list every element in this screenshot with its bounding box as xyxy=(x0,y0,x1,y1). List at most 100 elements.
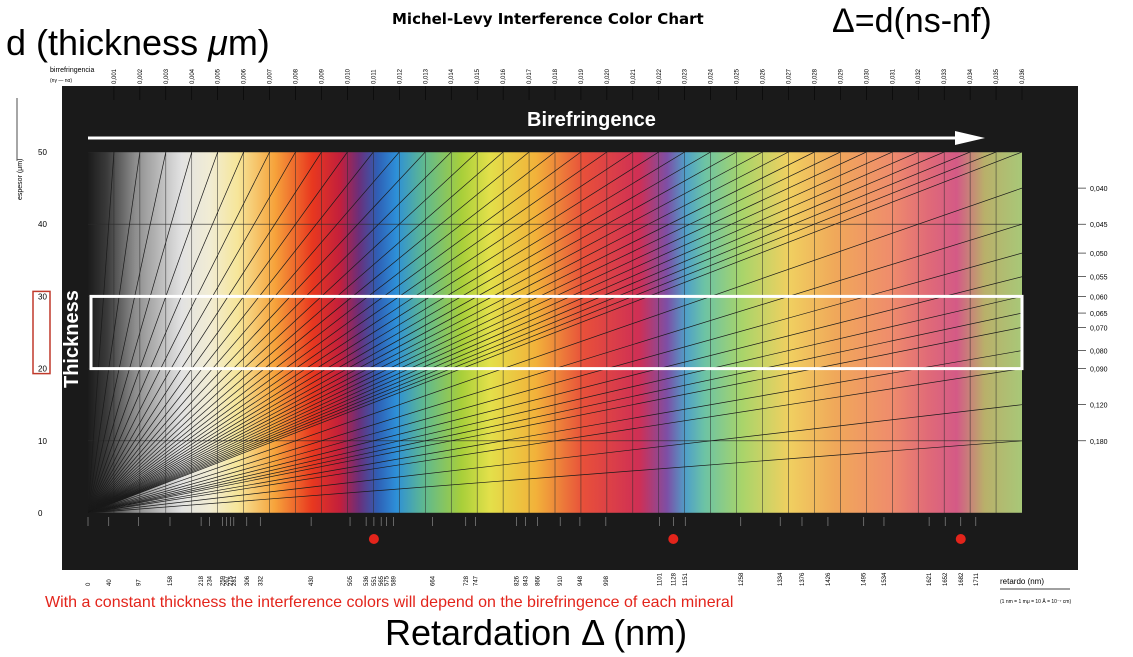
top-birefringence-label: 0,034 xyxy=(968,68,974,84)
retardation-tick-label: 1334 xyxy=(778,572,784,586)
top-birefringence-label: 0,017 xyxy=(527,68,533,84)
birefringence-line xyxy=(88,440,1022,513)
birefringence-line xyxy=(88,312,1022,513)
birefringence-line xyxy=(88,152,685,513)
top-birefringence-label: 0,025 xyxy=(735,68,741,84)
top-birefringence-label: 0,029 xyxy=(838,68,844,84)
birefringence-line xyxy=(88,152,867,513)
thickness-band-label: Thickness xyxy=(61,290,83,388)
birefringence-line xyxy=(88,326,1022,513)
top-birefringence-label: 0,033 xyxy=(942,68,948,84)
birefringence-line xyxy=(88,152,115,513)
birefringence-line xyxy=(88,152,582,513)
top-birefringence-label: 0,021 xyxy=(631,68,637,84)
retardation-tick-label: 1621 xyxy=(927,572,933,586)
birefringence-line xyxy=(88,152,737,513)
thickness-band xyxy=(89,294,1024,371)
right-birefringence-label: 0,180 xyxy=(1090,439,1108,446)
right-birefringence-label: 0,065 xyxy=(1090,311,1108,318)
right-birefringence-label: 0,070 xyxy=(1090,325,1108,332)
order-marker xyxy=(368,534,379,544)
retardation-tick-label: 575 xyxy=(384,575,390,586)
retardation-tick-label: 1652 xyxy=(943,572,949,586)
top-birefringence-label: 0,022 xyxy=(657,68,663,84)
order-marker xyxy=(955,534,966,544)
retardation-tick-label: 589 xyxy=(392,575,398,586)
y-tick-label: 40 xyxy=(38,220,47,229)
birefringence-line xyxy=(88,152,167,513)
birefringence-line xyxy=(88,152,919,513)
birefringence-line xyxy=(88,152,504,513)
retardation-tick-label: 306 xyxy=(245,575,251,586)
retardation-tick-label: 1376 xyxy=(800,572,806,586)
retardation-tick-label: 998 xyxy=(604,575,610,586)
top-birefringence-label: 0,027 xyxy=(787,68,793,84)
retardation-tick-label: 158 xyxy=(168,575,174,586)
top-birefringence-label: 0,001 xyxy=(112,68,118,84)
birefringence-line xyxy=(88,152,659,513)
birefringence-line xyxy=(88,152,815,513)
birefringence-line xyxy=(88,152,841,513)
retardation-tick-label: 332 xyxy=(258,575,264,586)
top-birefringence-label: 0,012 xyxy=(397,68,403,84)
right-birefringence-label: 0,060 xyxy=(1090,294,1108,301)
top-birefringence-label: 0,002 xyxy=(138,68,144,84)
retardation-tick-label: 97 xyxy=(136,579,142,586)
top-birefringence-label: 0,004 xyxy=(190,68,196,84)
retardation-tick-label: 565 xyxy=(379,575,385,586)
top-birefringence-label: 0,010 xyxy=(345,68,351,84)
top-birefringence-label: 0,016 xyxy=(501,68,507,84)
retardation-tick-label: 281 xyxy=(232,575,238,586)
birefringence-line xyxy=(88,152,244,513)
retardation-formula: Δ=d(ns-nf) xyxy=(832,2,992,40)
birefringence-arrow-head xyxy=(955,131,985,145)
top-birefringence-label: 0,026 xyxy=(761,68,767,84)
birefringence-line xyxy=(88,152,971,513)
birefringence-line xyxy=(88,152,608,513)
top-birefringence-label: 0,024 xyxy=(709,68,715,84)
retardation-tick-label: 728 xyxy=(464,575,470,586)
birefringence-line xyxy=(88,152,1022,513)
top-birefringence-label: 0,011 xyxy=(371,69,377,84)
retardation-tick-label: 40 xyxy=(107,579,113,586)
retardation-tick-label: 275 xyxy=(229,575,235,586)
retardation-tick-label: 826 xyxy=(515,575,521,586)
x-axis-unit-note: (1 nm = 1 mμ = 10 Å = 10⁻⁷ cm) xyxy=(1000,598,1071,605)
retardation-tick-label: 948 xyxy=(578,575,584,586)
retardation-tick-label: 218 xyxy=(199,575,205,586)
birefringence-line xyxy=(88,152,556,513)
thickness-axis-label: d (thickness μm) xyxy=(6,22,270,63)
right-birefringence-label: 0,045 xyxy=(1090,222,1108,229)
right-birefringence-label: 0,055 xyxy=(1090,275,1108,282)
retardation-tick-label: 430 xyxy=(309,575,315,586)
birefringence-line xyxy=(88,152,400,513)
top-birefringence-label: 0,005 xyxy=(216,68,222,84)
top-birefringence-label: 0,032 xyxy=(916,68,922,84)
retardation-tick-label: 0 xyxy=(86,582,92,586)
top-birefringence-label: 0,006 xyxy=(242,68,248,84)
birefringence-line xyxy=(88,152,270,513)
top-birefringence-label: 0,019 xyxy=(579,68,585,84)
birefringence-line xyxy=(88,152,945,513)
top-birefringence-label: 0,030 xyxy=(864,68,870,84)
birefringence-line xyxy=(88,152,763,513)
retardation-tick-label: 267 xyxy=(225,575,231,586)
retardation-tick-label: 1711 xyxy=(974,572,980,586)
retardation-tick-label: 1534 xyxy=(882,572,888,586)
retardation-tick-label: 866 xyxy=(535,575,541,586)
top-birefringence-label: 0,018 xyxy=(553,68,559,84)
birefringence-line xyxy=(88,404,1022,513)
retardation-tick-label: 1682 xyxy=(959,572,965,586)
top-axis-label: birrefringencia xyxy=(50,67,94,74)
birefringence-line xyxy=(88,152,219,513)
retardation-tick-label: 234 xyxy=(207,575,213,586)
retardation-tick-label: 1151 xyxy=(683,572,689,586)
birefringence-line xyxy=(88,187,1022,513)
right-birefringence-label: 0,080 xyxy=(1090,349,1108,356)
top-birefringence-label: 0,023 xyxy=(683,68,689,84)
retardation-tick-label: 1258 xyxy=(739,572,745,586)
right-birefringence-label: 0,120 xyxy=(1090,403,1108,410)
birefringence-line xyxy=(88,152,141,513)
top-birefringence-label: 0,036 xyxy=(1020,68,1026,84)
